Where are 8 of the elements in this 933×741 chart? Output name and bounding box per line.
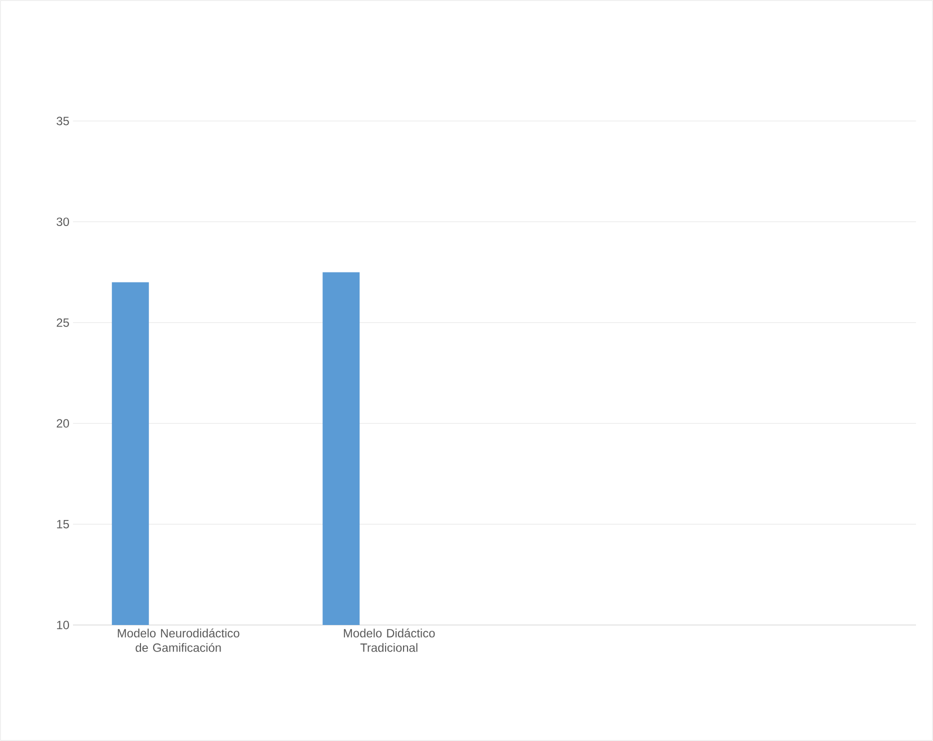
y-tick-label: 15: [57, 520, 69, 528]
y-tick-label: 30: [56, 218, 70, 226]
y-tick-label: 20: [56, 419, 70, 428]
x-tick-label: Modelo Didáctico Tradicional: [344, 628, 435, 652]
y-tick-label: 35: [56, 116, 69, 126]
y-tick-label: 10: [57, 620, 70, 630]
x-tick-label: Modelo Neurodidáctico de Gamificación: [118, 628, 240, 652]
y-tick-label: 25: [56, 318, 69, 327]
